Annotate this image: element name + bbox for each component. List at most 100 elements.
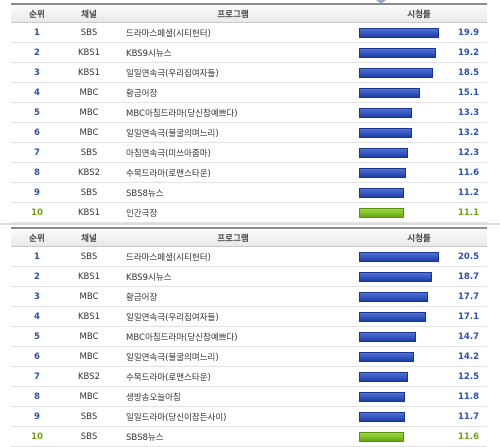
rating-bar bbox=[359, 67, 433, 78]
program-cell: 일일드라마(당신이잠든사이) bbox=[115, 406, 351, 427]
rating-bar bbox=[359, 311, 426, 322]
channel-cell: MBC bbox=[63, 82, 115, 103]
program-cell: MBC아침드라마(당신참예쁘다) bbox=[115, 326, 351, 347]
table-header-row: 순위 채널 프로그램 시청률 bbox=[11, 3, 487, 23]
rank-cell: 5 bbox=[11, 102, 63, 123]
table-row: 9 SBS SBS8뉴스 11.2 bbox=[11, 182, 487, 203]
rating-bar-cell bbox=[351, 162, 440, 183]
header-channel: 채널 bbox=[63, 3, 115, 23]
rating-value: 14.7 bbox=[440, 326, 487, 347]
section-divider bbox=[0, 223, 500, 225]
channel-cell: SBS bbox=[63, 142, 115, 163]
rank-cell: 2 bbox=[11, 42, 63, 63]
channel-cell: KBS1 bbox=[63, 266, 115, 287]
rating-value: 13.3 bbox=[440, 102, 487, 123]
rank-cell: 7 bbox=[11, 142, 63, 163]
rating-bar-cell bbox=[351, 346, 440, 367]
rating-bar-cell bbox=[351, 122, 440, 143]
channel-cell: KBS1 bbox=[63, 62, 115, 83]
rating-value: 18.7 bbox=[440, 266, 487, 287]
rank-cell: 9 bbox=[11, 406, 63, 427]
program-cell: 드라마스페셜(시티헌터) bbox=[115, 22, 351, 43]
rank-cell: 3 bbox=[11, 286, 63, 307]
table-row: 8 KBS2 수목드라마(로맨스타운) 11.6 bbox=[11, 162, 487, 183]
channel-cell: SBS bbox=[63, 22, 115, 43]
program-cell: KBS9시뉴스 bbox=[115, 266, 351, 287]
rating-value: 14.2 bbox=[440, 346, 487, 367]
channel-cell: MBC bbox=[63, 102, 115, 123]
rating-value: 11.1 bbox=[440, 202, 487, 223]
rating-bar-cell bbox=[351, 182, 440, 203]
rating-bar bbox=[359, 431, 404, 442]
table-row: 9 SBS 일일드라마(당신이잠든사이) 11.7 bbox=[11, 406, 487, 427]
channel-cell: SBS bbox=[63, 426, 115, 447]
rating-bar-cell bbox=[351, 62, 440, 83]
rating-bar-cell bbox=[351, 266, 440, 287]
rating-bar bbox=[359, 331, 416, 342]
rank-cell: 9 bbox=[11, 182, 63, 203]
program-cell: KBS9시뉴스 bbox=[115, 42, 351, 63]
rank-cell: 4 bbox=[11, 306, 63, 327]
rating-bar-cell bbox=[351, 426, 440, 447]
table-row: 5 MBC MBC아침드라마(당신참예쁘다) 14.7 bbox=[11, 326, 487, 347]
table-row: 7 SBS 아침연속극(미쓰아줌마) 12.3 bbox=[11, 142, 487, 163]
table-row: 10 SBS SBS8뉴스 11.6 bbox=[11, 426, 487, 447]
rating-value: 17.1 bbox=[440, 306, 487, 327]
program-cell: 수목드라마(로맨스타운) bbox=[115, 162, 351, 183]
header-rank: 순위 bbox=[11, 3, 63, 23]
header-program: 프로그램 bbox=[115, 227, 351, 247]
rating-bar-cell bbox=[351, 22, 440, 43]
channel-cell: MBC bbox=[63, 386, 115, 407]
rank-cell: 6 bbox=[11, 122, 63, 143]
rank-cell: 1 bbox=[11, 22, 63, 43]
channel-cell: KBS1 bbox=[63, 42, 115, 63]
header-channel: 채널 bbox=[63, 227, 115, 247]
rating-bar bbox=[359, 207, 404, 218]
program-cell: 황금어장 bbox=[115, 286, 351, 307]
rank-cell: 2 bbox=[11, 266, 63, 287]
rating-bar bbox=[359, 27, 439, 38]
rating-bar bbox=[359, 167, 406, 178]
table-row: 5 MBC MBC아침드라마(당신참예쁘다) 13.3 bbox=[11, 102, 487, 123]
rating-bar bbox=[359, 47, 436, 58]
rating-bar bbox=[359, 147, 408, 158]
rating-bar bbox=[359, 411, 405, 422]
table-row: 4 MBC 황금어장 15.1 bbox=[11, 82, 487, 103]
header-rating: 시청률 bbox=[351, 3, 487, 23]
channel-cell: MBC bbox=[63, 286, 115, 307]
rating-value: 20.5 bbox=[440, 246, 487, 267]
table-row: 2 KBS1 KBS9시뉴스 18.7 bbox=[11, 266, 487, 287]
channel-cell: SBS bbox=[63, 246, 115, 267]
header-rank: 순위 bbox=[11, 227, 63, 247]
rating-bar-cell bbox=[351, 42, 440, 63]
table-header-row: 순위 채널 프로그램 시청률 bbox=[11, 227, 487, 247]
rating-value: 18.5 bbox=[440, 62, 487, 83]
rating-value: 12.3 bbox=[440, 142, 487, 163]
table-row: 2 KBS1 KBS9시뉴스 19.2 bbox=[11, 42, 487, 63]
rating-bar-cell bbox=[351, 286, 440, 307]
channel-cell: MBC bbox=[63, 122, 115, 143]
rating-bar bbox=[359, 271, 432, 282]
rating-value: 13.2 bbox=[440, 122, 487, 143]
rating-bar bbox=[359, 291, 428, 302]
rating-value: 11.2 bbox=[440, 182, 487, 203]
program-cell: SBS8뉴스 bbox=[115, 426, 351, 447]
rank-cell: 1 bbox=[11, 246, 63, 267]
program-cell: 황금어장 bbox=[115, 82, 351, 103]
rating-bar-cell bbox=[351, 386, 440, 407]
rank-cell: 8 bbox=[11, 386, 63, 407]
program-cell: 드라마스페셜(시티헌터) bbox=[115, 246, 351, 267]
rank-cell: 7 bbox=[11, 366, 63, 387]
rating-bar-cell bbox=[351, 82, 440, 103]
rating-value: 19.2 bbox=[440, 42, 487, 63]
rating-value: 11.6 bbox=[440, 162, 487, 183]
table-row: 3 MBC 황금어장 17.7 bbox=[11, 286, 487, 307]
rating-bar-cell bbox=[351, 326, 440, 347]
channel-cell: KBS2 bbox=[63, 162, 115, 183]
table-row: 6 MBC 일일연속극(불굴의며느리) 14.2 bbox=[11, 346, 487, 367]
rating-bar-cell bbox=[351, 406, 440, 427]
table-row: 6 MBC 일일연속극(불굴의며느리) 13.2 bbox=[11, 122, 487, 143]
rating-bar bbox=[359, 107, 412, 118]
channel-cell: KBS1 bbox=[63, 306, 115, 327]
rank-cell: 6 bbox=[11, 346, 63, 367]
